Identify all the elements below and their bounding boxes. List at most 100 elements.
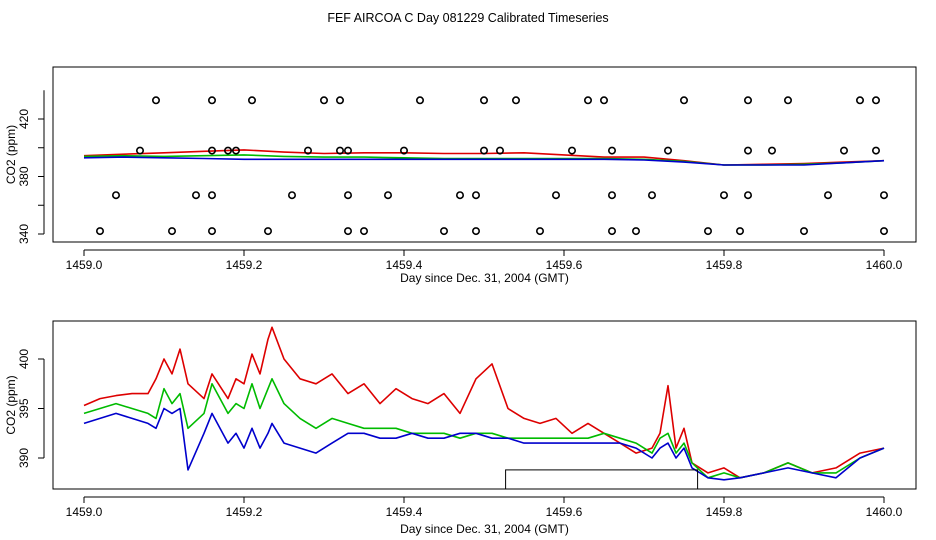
bottom-axes: 1459.0 1459.2 1459.4 1459.6 1459.8 1460.0 390 3…	[17, 349, 903, 519]
top-marker-point	[343, 146, 352, 155]
top-marker-point	[152, 96, 161, 105]
bottom-x-tick-label: 1459.4	[386, 505, 423, 519]
top-marker-point	[471, 191, 480, 200]
top-marker-point	[839, 146, 848, 155]
top-marker-point	[647, 191, 656, 200]
top-marker-point	[855, 96, 864, 105]
top-marker-point	[208, 96, 217, 105]
top-marker-point	[495, 146, 504, 155]
bottom-plot-frame	[52, 320, 917, 490]
top-x-tick-label: 1459.4	[386, 258, 423, 272]
bottom-x-tick-label: 1459.0	[66, 505, 103, 519]
top-marker-point	[823, 191, 832, 200]
top-marker-point	[567, 146, 576, 155]
bottom-y-tick-label: 395	[17, 398, 31, 418]
top-series-red	[83, 149, 885, 166]
top-marker-point	[335, 96, 344, 105]
top-marker-point	[479, 146, 488, 155]
top-marker-point	[335, 146, 344, 155]
top-marker-point	[319, 96, 328, 105]
top-marker-point	[743, 191, 752, 200]
top-x-axis-label: Day since Dec. 31, 2004 (GMT)	[400, 271, 569, 285]
top-marker-point	[168, 227, 177, 236]
top-marker-point	[303, 146, 312, 155]
top-marker-point	[415, 96, 424, 105]
top-marker-point	[455, 191, 464, 200]
top-marker-point	[879, 191, 888, 200]
top-marker-point	[743, 146, 752, 155]
top-marker-point	[607, 227, 616, 236]
top-x-tick-label: 1459.0	[66, 258, 103, 272]
top-x-tick-label: 1459.8	[706, 258, 743, 272]
bottom-y-axis-label: CO2 (ppm)	[4, 375, 18, 434]
bottom-x-tick-label: 1459.6	[546, 505, 583, 519]
top-marker-point	[607, 191, 616, 200]
top-marker-point	[511, 96, 520, 105]
top-marker-point	[248, 96, 257, 105]
top-marker-point	[232, 146, 241, 155]
top-marker-point	[607, 146, 616, 155]
top-marker-point	[599, 96, 608, 105]
top-marker-point	[359, 227, 368, 236]
top-plot-frame	[52, 66, 917, 243]
top-marker-point	[871, 96, 880, 105]
top-marker-point	[871, 146, 880, 155]
bottom-plot-area	[83, 326, 885, 481]
bottom-y-tick-label: 400	[17, 349, 31, 369]
figure-title: FEF AIRCOA C Day 081229 Calibrated Times…	[327, 11, 608, 25]
bottom-x-tick-label: 1459.2	[226, 505, 263, 519]
bottom-panel: 1459.0 1459.2 1459.4 1459.6 1459.8 1460.0 390 3…	[4, 320, 917, 536]
top-marker-point	[551, 191, 560, 200]
top-marker-point	[383, 191, 392, 200]
top-marker-point	[263, 227, 272, 236]
bottom-series-green	[83, 378, 885, 479]
top-marker-point	[631, 227, 640, 236]
top-marker-point	[471, 227, 480, 236]
top-y-axis-label: CO2 (ppm)	[4, 125, 18, 184]
top-marker-point	[783, 96, 792, 105]
top-y-tick-label: 380	[17, 166, 31, 186]
top-marker-point	[287, 191, 296, 200]
top-y-tick-label: 340	[17, 224, 31, 244]
top-marker-point	[208, 146, 217, 155]
top-marker-point	[96, 227, 105, 236]
top-marker-point	[343, 191, 352, 200]
top-marker-point	[743, 96, 752, 105]
top-marker-point	[192, 191, 201, 200]
top-marker-point	[208, 191, 217, 200]
top-axes: 1459.0 1459.2 1459.4 1459.6 1459.8 1460.0 340 3…	[17, 90, 903, 272]
top-marker-point	[224, 146, 233, 155]
bottom-y-tick-label: 390	[17, 448, 31, 468]
top-x-tick-label: 1460.0	[866, 258, 903, 272]
top-marker-point	[719, 191, 728, 200]
top-marker-point	[767, 146, 776, 155]
bottom-span-box	[505, 469, 699, 490]
top-x-tick-label: 1459.6	[546, 258, 583, 272]
top-marker-point	[535, 227, 544, 236]
top-marker-point	[583, 96, 592, 105]
bottom-x-tick-label: 1460.0	[866, 505, 903, 519]
top-series-blue	[83, 156, 885, 166]
top-marker-point	[399, 146, 408, 155]
top-marker-point	[112, 191, 121, 200]
top-x-tick-label: 1459.2	[226, 258, 263, 272]
top-marker-point	[343, 227, 352, 236]
top-marker-point	[208, 227, 217, 236]
top-marker-point	[439, 227, 448, 236]
top-marker-point	[703, 227, 712, 236]
top-panel: 1459.0 1459.2 1459.4 1459.6 1459.8 1460.0 340 3…	[4, 66, 917, 285]
top-marker-point	[136, 146, 145, 155]
top-marker-point	[663, 146, 672, 155]
top-plot-area	[83, 96, 888, 236]
top-marker-point	[735, 227, 744, 236]
top-y-tick-label: 420	[17, 109, 31, 129]
top-marker-point	[479, 96, 488, 105]
top-marker-point	[799, 227, 808, 236]
bottom-series-red	[83, 326, 885, 479]
top-marker-point	[679, 96, 688, 105]
top-marker-point	[879, 227, 888, 236]
bottom-x-tick-label: 1459.8	[706, 505, 743, 519]
bottom-series-blue	[83, 407, 885, 481]
bottom-x-axis-label: Day since Dec. 31, 2004 (GMT)	[400, 522, 569, 536]
